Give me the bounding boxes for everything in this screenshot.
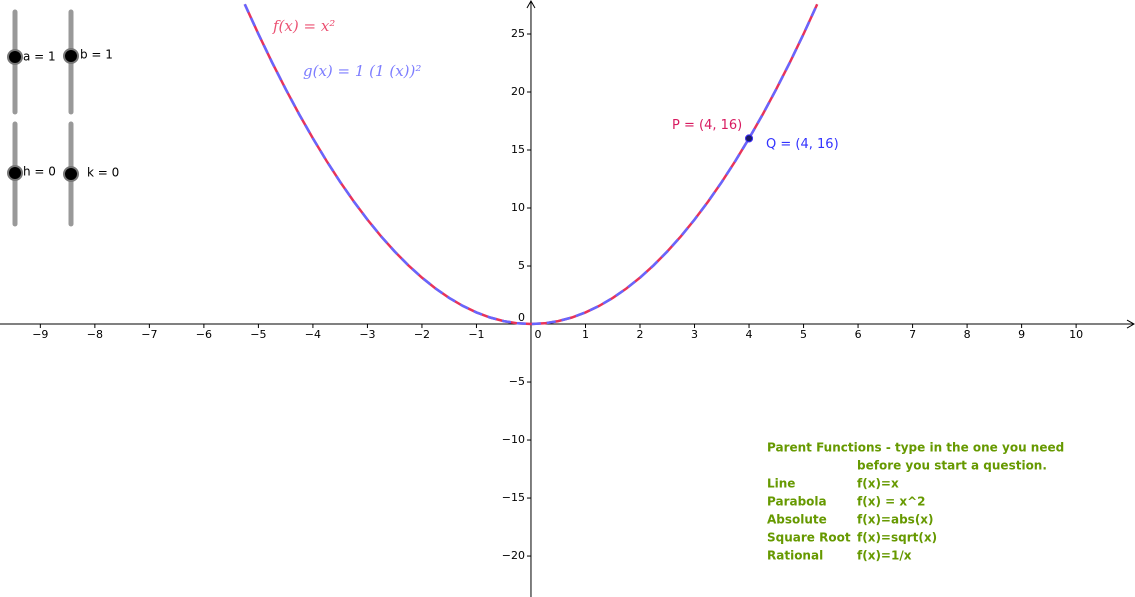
note-name: Rational: [767, 549, 823, 563]
x-tick-label: 6: [855, 328, 862, 341]
slider-label: h = 0: [23, 165, 56, 179]
slider-label: a = 1: [23, 50, 56, 64]
note-name: Line: [767, 477, 795, 491]
x-tick-label: −5: [250, 328, 266, 341]
point-label: Q = (4, 16): [766, 137, 839, 152]
note-formula: f(x)=1/x: [857, 549, 912, 563]
x-tick-label: −1: [468, 328, 484, 341]
slider-knob[interactable]: [7, 165, 23, 181]
function-curve: [243, 3, 819, 326]
y-tick-label: 15: [511, 143, 525, 156]
note-formula: f(x)=abs(x): [857, 513, 934, 527]
note: Parent Functions - type in the one you n…: [767, 441, 1064, 473]
slider-knob[interactable]: [63, 166, 79, 182]
function-label: f(x) = x²: [272, 17, 335, 35]
point-label: P = (4, 16): [672, 118, 742, 133]
y-tick-label: 5: [518, 259, 525, 272]
slider-knob[interactable]: [7, 49, 23, 65]
note-formula: f(x) = x^2: [857, 495, 925, 509]
note-name: Parabola: [767, 495, 827, 509]
x-tick-label: 7: [909, 328, 916, 341]
y-axis-arrow: [526, 0, 536, 9]
x-tick-label: −3: [359, 328, 375, 341]
note-title: Parent Functions - type in the one you n…: [767, 441, 1064, 455]
x-tick-label: 3: [691, 328, 698, 341]
y-tick-label: 25: [511, 27, 525, 40]
note-name: Square Root: [767, 531, 851, 545]
y-tick-label: −15: [502, 491, 525, 504]
y-tick-label: −10: [502, 433, 525, 446]
x-tick-label: −7: [141, 328, 157, 341]
x-tick-label: −4: [305, 328, 321, 341]
function-label: g(x) = 1 (1 (x))²: [303, 62, 421, 80]
x-tick-label: 2: [637, 328, 644, 341]
x-tick-label: 0: [534, 328, 541, 341]
x-tick-label: 4: [746, 328, 753, 341]
y-tick-label: 10: [511, 201, 525, 214]
x-tick-label: −6: [196, 328, 212, 341]
note-formula: f(x)=sqrt(x): [857, 531, 937, 545]
x-tick-label: −9: [32, 328, 48, 341]
note-formula: f(x)=x: [857, 477, 899, 491]
note-subtitle: before you start a question.: [857, 459, 1047, 473]
x-tick-label: 8: [964, 328, 971, 341]
x-tick-label: −2: [414, 328, 430, 341]
y-tick-label: −20: [502, 549, 525, 562]
x-axis-arrow: [1126, 319, 1135, 329]
y-tick-label: 0: [518, 311, 525, 324]
slider-label: k = 0: [87, 166, 119, 180]
x-tick-label: 5: [800, 328, 807, 341]
x-tick-label: 9: [1018, 328, 1025, 341]
sliders: a = 1 b = 1 h = 0 k = 0: [7, 9, 119, 227]
x-tick-label: −8: [87, 328, 103, 341]
x-tick-label: 1: [582, 328, 589, 341]
point: [745, 134, 754, 143]
slider-knob[interactable]: [63, 48, 79, 64]
y-tick-label: 20: [511, 85, 525, 98]
x-tick-label: 10: [1069, 328, 1083, 341]
slider-label: b = 1: [80, 48, 113, 62]
note-name: Absolute: [767, 513, 827, 527]
y-tick-label: −5: [509, 375, 525, 388]
